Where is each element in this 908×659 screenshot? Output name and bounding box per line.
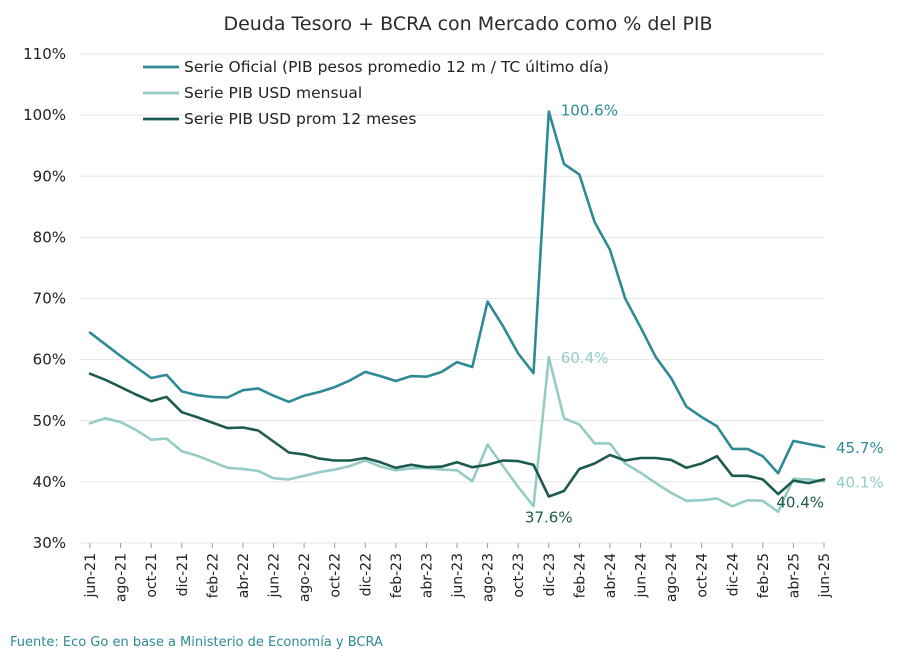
x-tick-label: abr-22 [236,553,252,598]
y-tick-label: 100% [23,106,66,124]
x-tick-label: ago-23 [481,553,497,602]
x-tick-label: jun-21 [83,553,99,599]
y-tick-label: 70% [33,290,66,308]
x-tick-label: feb-24 [572,553,588,598]
y-tick-label: 90% [33,167,66,185]
x-tick-label: ago-24 [664,553,680,602]
x-tick-label: dic-24 [725,553,741,596]
x-tick-label: abr-24 [603,553,619,598]
y-tick-label: 80% [33,228,66,246]
y-tick-label: 30% [33,534,66,552]
data-label: 40.1% [836,473,884,491]
series-line-3 [88,372,826,498]
x-tick-label: feb-22 [205,553,221,598]
data-label: 60.4% [561,349,609,367]
x-tick-label: feb-25 [756,553,772,598]
data-labels: 100.6% 60.4% 37.6% 45.7% 40.1% 40.4% [525,101,884,526]
data-label: 100.6% [561,101,618,119]
x-tick-label: jun-23 [450,553,466,599]
legend-label: Serie PIB USD prom 12 meses [184,110,416,128]
y-tick-label: 50% [33,412,66,430]
y-axis: 30% 40% 50% 60% 70% 80% 90% 100% 110% [23,45,66,552]
y-tick-label: 40% [33,473,66,491]
x-tick-label: ago-22 [297,553,313,602]
x-tick-label: jun-25 [817,553,833,599]
chart-title: Deuda Tesoro + BCRA con Mercado como % d… [223,13,712,35]
x-tick-label: jun-22 [267,553,283,599]
y-tick-label: 110% [23,45,66,63]
legend-label: Serie Oficial (PIB pesos promedio 12 m /… [184,58,609,76]
x-tick-label: oct-21 [144,553,160,598]
x-tick-label: oct-23 [511,553,527,598]
x-axis: jun-21 ago-21 oct-21 dic-21 feb-22 abr-22 jun-… [83,543,833,602]
x-tick-label: dic-23 [542,553,558,596]
plot-area [88,110,826,514]
x-tick-label: oct-24 [695,553,711,598]
series-line-1 [88,110,826,475]
x-tick-label: jun-24 [634,553,650,599]
x-tick-label: dic-21 [175,553,191,596]
series-line-2 [88,355,826,514]
x-tick-label: abr-23 [419,553,435,598]
x-tick-label: oct-22 [328,553,344,598]
source-note: Fuente: Eco Go en base a Ministerio de E… [10,635,383,650]
x-tick-label: ago-21 [114,553,130,602]
data-label: 37.6% [525,509,573,527]
x-tick-label: dic-22 [358,553,374,596]
y-tick-label: 60% [33,351,66,369]
legend-label: Serie PIB USD mensual [184,84,362,102]
x-tick-label: abr-25 [786,553,802,598]
legend: Serie Oficial (PIB pesos promedio 12 m /… [143,58,609,128]
data-label: 40.4% [776,493,824,511]
x-tick-label: feb-23 [389,553,405,598]
data-label: 45.7% [836,439,884,457]
